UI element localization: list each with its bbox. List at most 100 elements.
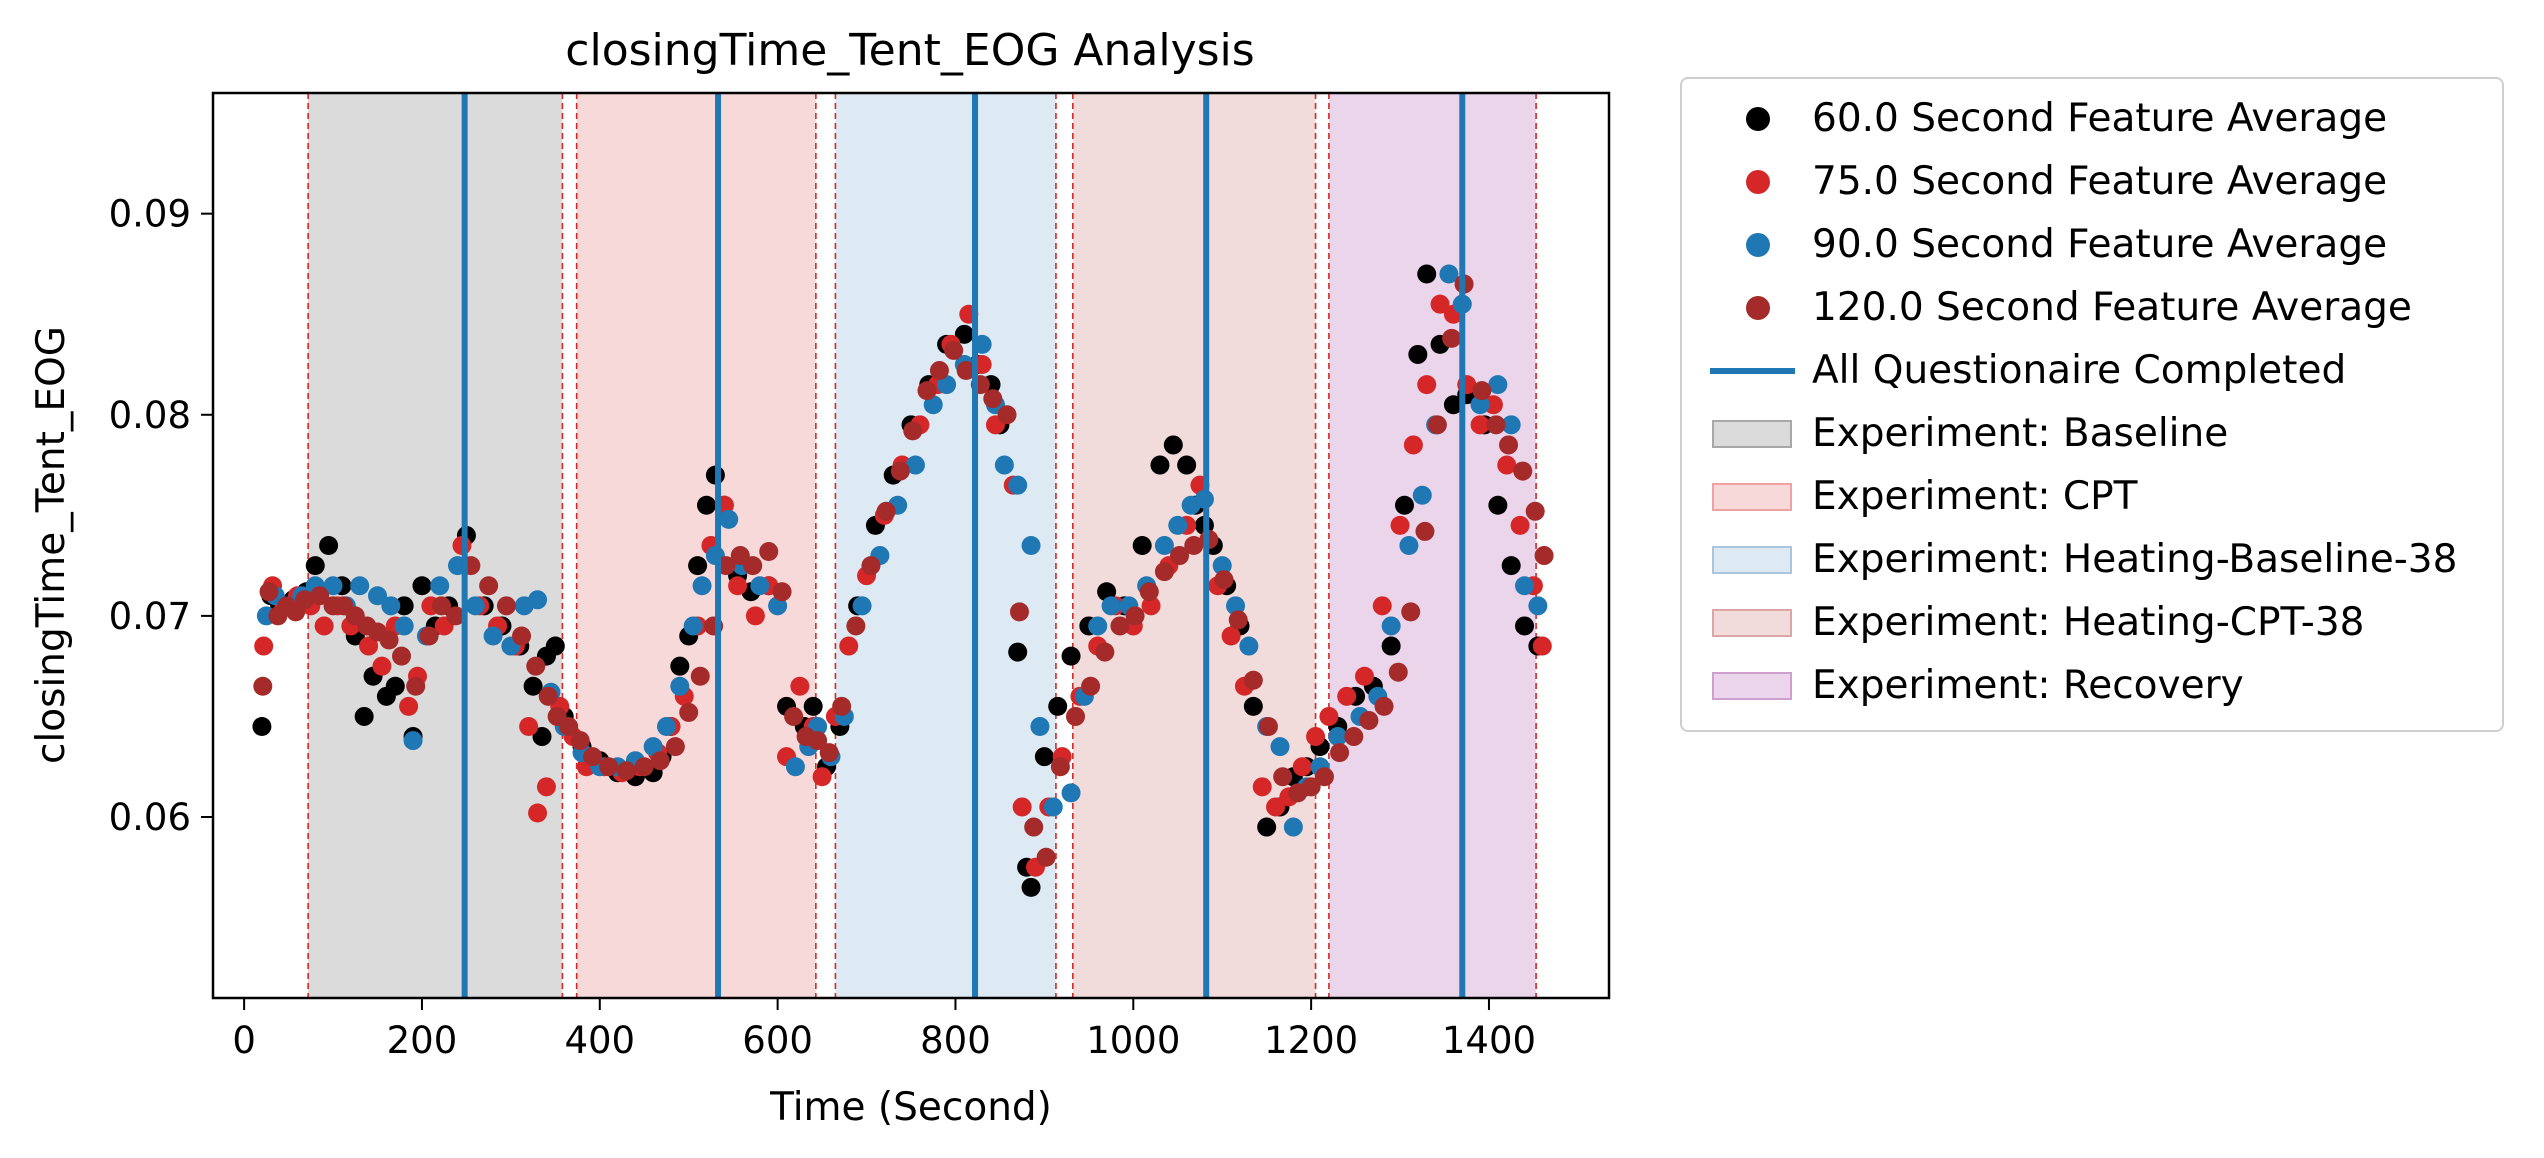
point-s0-45 [803, 696, 823, 716]
point-s0-6 [319, 536, 339, 555]
point-s1-79 [1417, 375, 1437, 395]
point-s3-61 [1050, 757, 1070, 777]
legend-label-75s: 75.0 Second Feature Average [1812, 159, 2388, 204]
point-s2-58 [1101, 596, 1121, 616]
point-s1-61 [1141, 596, 1161, 616]
point-s3-78 [1301, 777, 1321, 797]
point-s2-30 [692, 576, 712, 596]
point-s3-87 [1427, 415, 1447, 435]
point-s3-12 [379, 630, 399, 650]
point-s2-41 [852, 596, 872, 616]
point-s2-73 [1328, 727, 1348, 747]
point-s0-85 [1381, 636, 1401, 656]
point-s0-54 [954, 324, 974, 344]
legend-label-90s: 90.0 Second Feature Average [1812, 222, 2388, 267]
point-s3-43 [808, 731, 828, 751]
point-s3-20 [496, 596, 516, 616]
legend-label-questionnaire: All Questionaire Completed [1812, 348, 2347, 393]
point-s0-95 [1515, 616, 1535, 636]
point-s3-68 [1154, 562, 1174, 582]
point-s3-22 [526, 656, 546, 676]
legend-label-cpt: Experiment: CPT [1812, 474, 2138, 519]
point-s2-62 [1168, 515, 1188, 535]
point-s1-72 [1306, 727, 1326, 747]
point-s3-75 [1258, 717, 1278, 736]
point-s3-34 [690, 666, 710, 686]
point-s2-11 [403, 731, 423, 751]
point-s2-5 [323, 576, 343, 596]
legend-patch-heating-baseline [1700, 530, 1820, 590]
point-s3-21 [512, 626, 532, 646]
legend-patch-recovery [1700, 656, 1820, 716]
legend-label-heating-baseline: Experiment: Heating-Baseline-38 [1812, 537, 2458, 582]
point-s1-53 [1012, 797, 1032, 817]
legend-marker-questionnaire [1700, 341, 1820, 401]
point-s2-46 [937, 375, 957, 395]
point-s0-67 [1132, 536, 1152, 555]
y-tick-label-1: 0.07 [109, 595, 191, 638]
point-s1-5 [314, 616, 334, 636]
point-s3-85 [1401, 602, 1421, 622]
legend-marker-90s [1700, 215, 1820, 275]
point-s0-5 [305, 556, 325, 576]
point-s2-69 [1270, 737, 1290, 757]
point-s3-32 [665, 737, 685, 757]
point-s2-16 [483, 626, 503, 646]
point-s3-69 [1170, 546, 1190, 566]
plot-area [252, 93, 1554, 998]
legend-marker-75s [1700, 152, 1820, 212]
point-s3-72 [1214, 570, 1234, 590]
point-s0-94 [1501, 556, 1521, 576]
point-s0-60 [1021, 877, 1041, 897]
point-s1-34 [728, 576, 748, 596]
point-s2-85 [1515, 576, 1535, 596]
point-s3-54 [956, 361, 976, 381]
legend-marker-60s [1700, 89, 1820, 149]
point-s3-93 [1513, 461, 1533, 481]
x-tick-label-6: 1200 [1264, 1019, 1358, 1062]
point-s0-86 [1394, 495, 1414, 515]
point-s1-8 [359, 636, 379, 656]
point-s3-44 [819, 743, 839, 763]
point-s3-46 [846, 616, 866, 636]
legend-item-cpt: Experiment: CPT [1682, 467, 2502, 527]
point-s2-84 [1501, 415, 1521, 435]
point-s2-54 [1043, 797, 1063, 817]
point-s1-85 [1497, 455, 1517, 475]
point-s0-9 [354, 706, 374, 726]
legend-item-60s: 60.0 Second Feature Average [1682, 89, 2502, 149]
point-s1-0 [254, 636, 274, 656]
point-s0-88 [1417, 264, 1437, 284]
point-s2-70 [1283, 817, 1303, 837]
point-s3-26 [570, 731, 590, 751]
point-s3-16 [432, 596, 452, 616]
point-s3-57 [997, 405, 1017, 425]
point-s1-38 [790, 676, 810, 696]
region-2 [835, 93, 1056, 998]
legend-label-baseline: Experiment: Baseline [1812, 411, 2229, 456]
point-s2-15 [465, 596, 485, 616]
point-s3-67 [1139, 582, 1159, 602]
x-tick-label-2: 400 [564, 1019, 635, 1062]
legend-label-60s: 60.0 Second Feature Average [1812, 96, 2388, 141]
point-s2-44 [905, 455, 925, 475]
point-s2-10 [394, 616, 414, 636]
point-s2-27 [656, 717, 676, 736]
point-s3-94 [1525, 501, 1545, 521]
point-s1-77 [1390, 515, 1410, 535]
legend-item-recovery: Experiment: Recovery [1682, 656, 2502, 716]
point-s3-84 [1388, 662, 1408, 682]
point-s1-21 [536, 777, 556, 797]
point-s0-25 [545, 636, 565, 656]
point-s3-52 [929, 361, 949, 381]
legend-label-heating-cpt: Experiment: Heating-CPT-38 [1812, 600, 2365, 645]
point-s2-9 [381, 596, 401, 616]
point-s0-90 [1443, 395, 1463, 415]
point-s3-13 [392, 646, 412, 666]
point-s3-86 [1415, 521, 1435, 541]
y-tick-label-0: 0.06 [109, 796, 191, 839]
legend-item-75s: 75.0 Second Feature Average [1682, 152, 2502, 212]
point-s2-29 [683, 616, 703, 636]
point-s1-42 [839, 636, 859, 656]
x-tick-label-4: 800 [920, 1019, 991, 1062]
